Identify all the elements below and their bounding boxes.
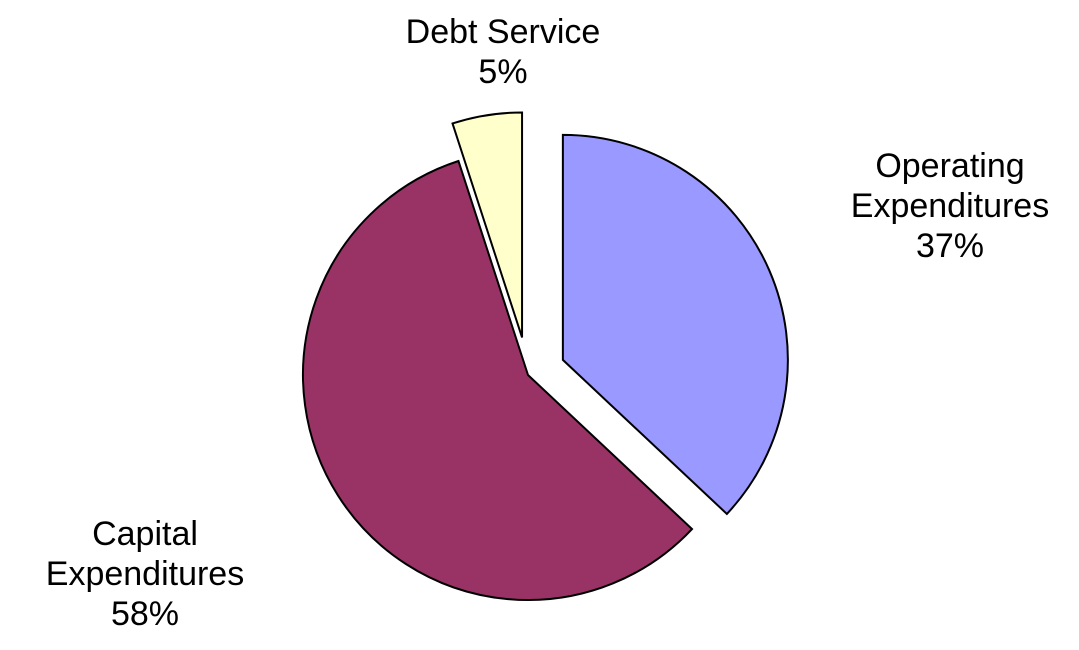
slice-name-label: Expenditures <box>851 187 1049 225</box>
slice-name-label: Expenditures <box>46 555 244 593</box>
slice-name-label: Capital <box>92 515 198 553</box>
slices-layer <box>302 111 789 601</box>
pie-slice-operating-expenditures <box>561 133 789 516</box>
labels-layer: Operating Expenditures 37%Capital Expenditu… <box>46 13 1049 633</box>
slice-name-label: Debt Service <box>406 13 601 51</box>
slice-percent-label: 5% <box>478 53 527 91</box>
slice-percent-label: 58% <box>111 595 179 633</box>
slice-label-operating-expenditures: Operating Expenditures 37% <box>851 147 1049 265</box>
slice-label-debt-service: Debt Service 5% <box>406 13 601 91</box>
pie-slice-debt-service <box>451 111 524 338</box>
slice-name-label: Operating <box>875 147 1024 185</box>
slice-percent-label: 37% <box>916 227 984 265</box>
pie-slice-capital-expenditures <box>302 159 694 601</box>
slice-label-capital-expenditures: Capital Expenditures 58% <box>46 515 244 633</box>
